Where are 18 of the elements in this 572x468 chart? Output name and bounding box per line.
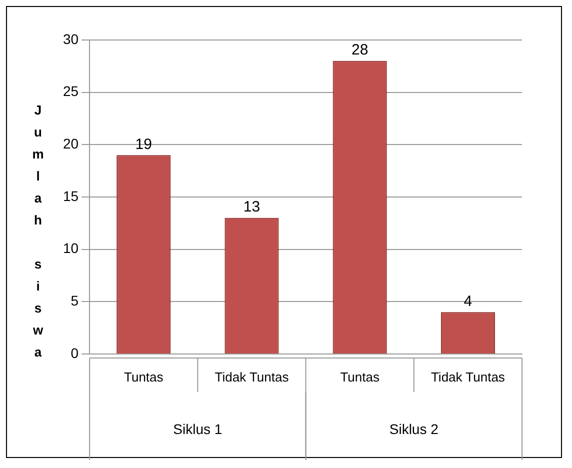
x-tick-label: Tidak Tuntas: [430, 369, 506, 384]
data-label: 4: [464, 292, 472, 310]
x-tick-label: Tuntas: [340, 369, 380, 384]
data-label: 19: [135, 136, 152, 153]
x-tick-label: Tidak Tuntas: [214, 369, 290, 384]
y-tick-label: 25: [62, 83, 79, 100]
text: Jumlah siswa: [32, 102, 44, 360]
y-tick-label: 30: [62, 30, 79, 47]
text: Siklus 2: [389, 420, 439, 437]
y-tick-label: 5: [70, 292, 79, 309]
y-tick-label: 10: [62, 240, 79, 256]
y-tick-label: 0: [70, 344, 79, 361]
data-label: 28: [351, 42, 368, 59]
y-tick-label: 15: [62, 188, 79, 204]
x-tick-label: Tuntas: [124, 369, 164, 384]
y-tick-label: 20: [62, 136, 79, 152]
data-label: 13: [243, 198, 260, 216]
text: Siklus 1: [173, 420, 222, 437]
